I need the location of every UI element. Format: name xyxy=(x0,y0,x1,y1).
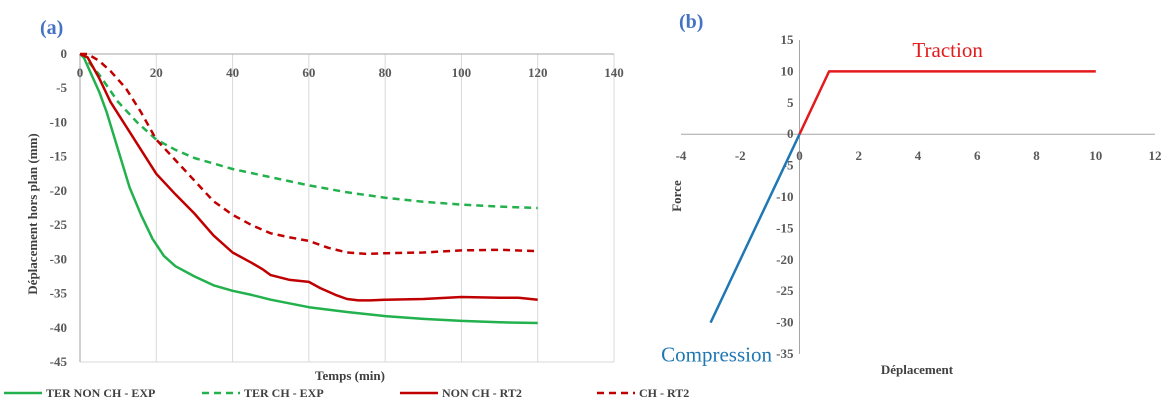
chart-a: 0 20 40 60 80 100 120 140 0 -5 -10 -15 -20 -25 -30 -35… xyxy=(4,17,689,400)
b-y-tick-label: 5 xyxy=(787,95,794,110)
a-x-tick-label: 120 xyxy=(528,65,548,80)
b-y-tick-label: -10 xyxy=(776,189,793,204)
b-x-tick-label: 8 xyxy=(1033,148,1040,163)
b-y-tick-label: 0 xyxy=(787,126,794,141)
a-x-tick-label: 40 xyxy=(226,65,239,80)
b-annotation-compression: Compression xyxy=(661,343,772,367)
a-y-tick-label: -45 xyxy=(50,354,68,369)
b-y-tick-label: -5 xyxy=(783,158,794,173)
a-y-tick-labels: 0 -5 -10 -15 -20 -25 -30 -35 -40 -45 xyxy=(50,46,68,369)
a-series-line-1 xyxy=(79,53,538,210)
a-x-axis-title: Temps (min) xyxy=(315,368,385,383)
b-x-tick-label: 10 xyxy=(1089,148,1102,163)
b-series-line-0 xyxy=(709,133,801,324)
b-panel-label: (b) xyxy=(679,11,703,33)
b-x-tick-label: 2 xyxy=(856,148,863,163)
a-y-tick-label: -35 xyxy=(50,286,68,301)
chart-b: -4 -2 0 2 4 6 8 10 12 151050-5-10-15-20-25-30-35… xyxy=(661,11,1161,377)
b-y-tick-label: -20 xyxy=(776,252,793,267)
a-x-tick-label: 100 xyxy=(452,65,472,80)
b-y-axis-title: Force xyxy=(669,180,684,212)
b-x-tick-label: 4 xyxy=(915,148,922,163)
a-legend-label-3: CH - RT2 xyxy=(639,386,689,400)
b-x-tick-labels: -4 -2 0 2 4 6 8 10 12 xyxy=(676,148,1162,163)
b-x-tick-label: 0 xyxy=(796,148,803,163)
a-x-tick-label: 20 xyxy=(150,65,163,80)
b-y-tick-label: -25 xyxy=(776,283,794,298)
b-y-tick-label: -30 xyxy=(776,315,793,330)
a-y-tick-label: -5 xyxy=(56,80,67,95)
a-series xyxy=(79,52,538,325)
a-y-tick-label: -40 xyxy=(50,320,67,335)
b-y-tick-label: 10 xyxy=(781,63,794,78)
b-series-line-1 xyxy=(798,70,1096,135)
b-y-tick-label: -35 xyxy=(776,346,794,361)
a-axes xyxy=(79,53,614,362)
a-x-tick-label: 80 xyxy=(379,65,392,80)
b-x-tick-label: 6 xyxy=(974,148,981,163)
a-series-line-0 xyxy=(79,53,538,325)
a-x-tick-label: 140 xyxy=(604,65,624,80)
a-panel-label: (a) xyxy=(40,17,63,39)
a-y-tick-label: -10 xyxy=(50,114,67,129)
a-y-axis-title: Déplacement hors plan (mm) xyxy=(25,133,40,294)
a-series-line-3 xyxy=(80,52,538,256)
a-y-tick-label: -20 xyxy=(50,183,67,198)
a-x-tick-label: 60 xyxy=(302,65,315,80)
b-x-tick-label: -4 xyxy=(676,148,687,163)
a-x-tick-label: 0 xyxy=(77,65,84,80)
b-axes xyxy=(681,40,1155,354)
b-y-tick-label: -15 xyxy=(776,220,794,235)
b-annotation-traction: Traction xyxy=(912,38,983,62)
a-series-line-2 xyxy=(79,52,538,302)
a-y-tick-label: -15 xyxy=(50,149,68,164)
b-x-tick-label: -2 xyxy=(735,148,746,163)
a-x-tick-labels: 0 20 40 60 80 100 120 140 xyxy=(77,65,624,80)
a-legend-label-0: TER NON CH - EXP xyxy=(46,386,155,400)
a-gridlines xyxy=(80,54,615,363)
b-x-tick-label: 12 xyxy=(1149,148,1162,163)
a-y-tick-label: -30 xyxy=(50,251,67,266)
a-y-tick-label: -25 xyxy=(50,217,68,232)
b-x-axis-title: Déplacement xyxy=(881,362,954,377)
a-legend-label-1: TER CH - EXP xyxy=(244,386,324,400)
a-y-tick-label: 0 xyxy=(61,46,68,61)
b-y-tick-label: 15 xyxy=(781,32,795,47)
b-series xyxy=(709,70,1096,324)
a-legend-label-2: NON CH - RT2 xyxy=(442,386,522,400)
b-y-tick-labels: 15 10 5 0 -5 -10 -15 -20 -25 -30 -35 xyxy=(776,32,794,361)
a-legend: TER NON CH - EXP TER CH - EXP NON CH - RT2… xyxy=(4,386,689,400)
